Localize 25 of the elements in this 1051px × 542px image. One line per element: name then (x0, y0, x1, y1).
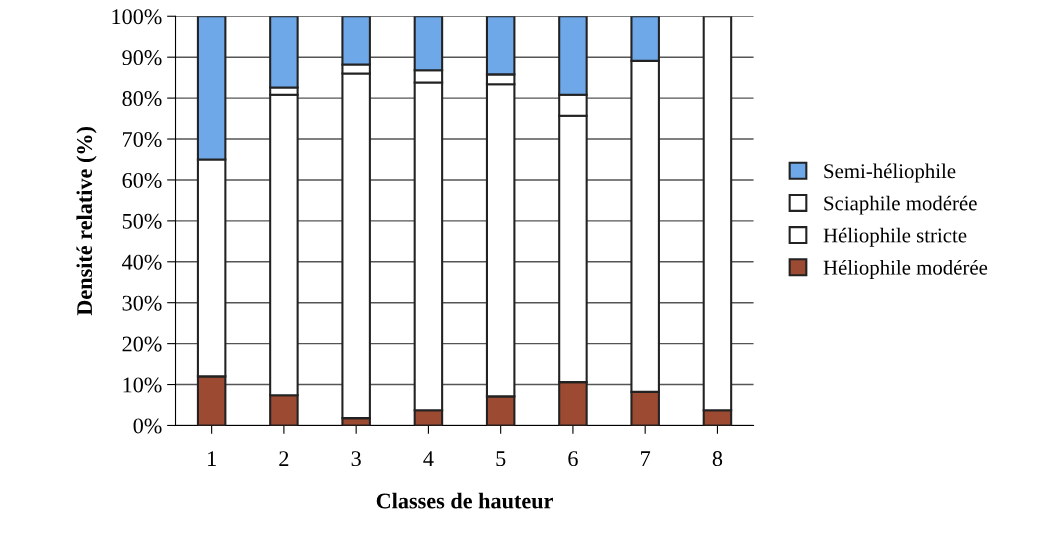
x-tick-label: 8 (712, 451, 723, 467)
x-tick-label: 5 (496, 451, 506, 467)
legend-label: Héliophile stricte (823, 227, 967, 247)
legend-label: Semi-héliophile (824, 163, 956, 183)
legend-label: Sciaphile modérée (824, 195, 977, 215)
y-tick-label: 20% (122, 336, 162, 352)
y-tick-label: 10% (123, 377, 162, 393)
y-tick-label: 0% (133, 418, 162, 434)
y-tick-label: 70% (123, 131, 162, 148)
y-tick-label: 90% (122, 50, 162, 66)
y-tick-label: 40% (122, 254, 162, 270)
y-tick-label: 30% (122, 295, 162, 311)
x-axis-title: Classes de hauteur (376, 492, 553, 509)
y-tick-label: 80% (122, 91, 162, 107)
y-tick-label: 60% (122, 172, 162, 188)
legend-label: Héliophile modérée (823, 259, 988, 279)
x-tick-label: 2 (279, 451, 289, 466)
x-tick-label: 4 (423, 451, 434, 466)
y-tick-label: 100% (112, 9, 162, 25)
x-tick-label: 1 (208, 451, 216, 466)
x-tick-label: 6 (568, 451, 578, 467)
x-tick-label: 3 (351, 451, 361, 467)
y-axis-title: Densité relative (%) (76, 127, 97, 316)
y-tick-label: 50% (122, 213, 162, 229)
x-tick-label: 7 (641, 451, 651, 466)
